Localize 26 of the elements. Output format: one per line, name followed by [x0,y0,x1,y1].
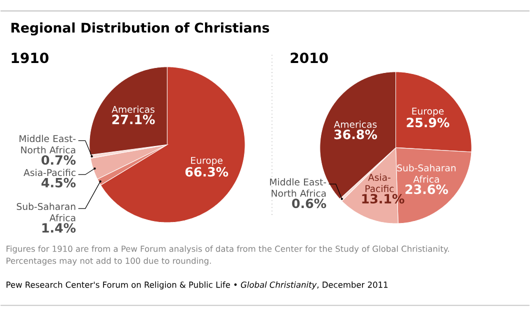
data-label: 0.7% [42,155,76,165]
slice-label: Europe [191,156,222,166]
data-label: 1.4% [42,222,76,233]
slice-label: Americas [334,120,377,128]
chart-subtitle: 2010 [290,52,328,63]
slice-label: Americas [112,106,154,113]
data-label: 0.6% [292,198,326,208]
slice-label: Middle East-North Africa [20,134,76,154]
data-label: 25.9% [406,118,450,128]
data-label: 66.3% [185,166,228,176]
text: Figures for 1910 are from a Pew Forum analysis of data from the Center for the Study of Global Christianity. [6,245,449,254]
slice-label: Asia-Pacific [366,173,394,192]
text: Percentages may not add to 100 due to rounding. [6,257,211,266]
slice-label: Sub-Saharan Africa [16,202,76,222]
data-label: 4.5% [42,178,76,188]
data-label: 23.6% [406,184,448,194]
chart-subtitle: 1910 [12,52,48,63]
slice-label: Europe [412,108,444,116]
text: Pew Research Center's Forum on Religion & Public Life • Global Christianity, December 2011 [6,281,388,290]
chart-title: Regional Distribution of Christians [11,22,270,36]
data-label: 13.1% [362,194,404,204]
slice-label: Middle East-North Africa [270,178,326,197]
slice-label: Sub-Saharan Africa [397,164,456,183]
data-label: 36.8% [334,129,378,140]
slice-label: Asia-Pacific [24,168,76,176]
data-label: 27.1% [112,114,155,124]
